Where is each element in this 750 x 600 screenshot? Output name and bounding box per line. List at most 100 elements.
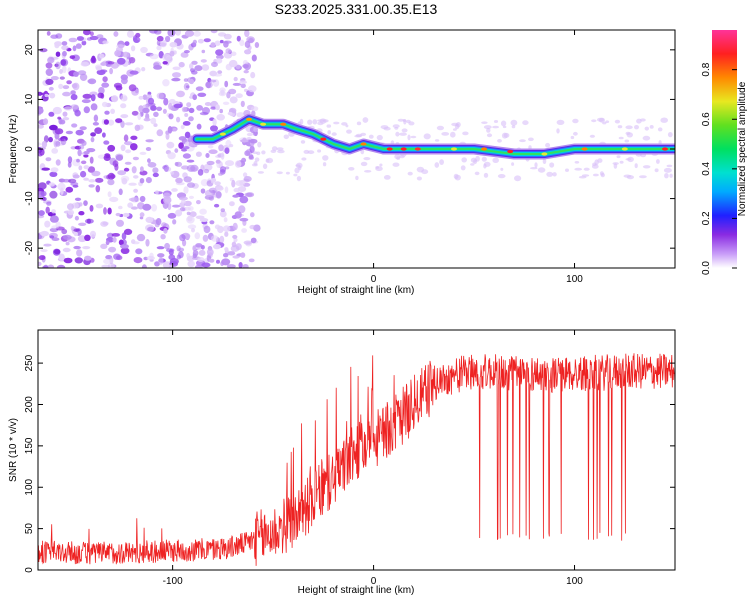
noise-speckle — [178, 136, 187, 141]
noise-speckle — [86, 218, 91, 224]
haze-speckle — [299, 118, 304, 125]
noise-speckle — [61, 45, 69, 51]
noise-speckle — [217, 225, 224, 234]
noise-speckle — [84, 255, 92, 261]
haze-speckle — [307, 150, 315, 155]
noise-speckle — [208, 149, 218, 154]
haze-speckle — [549, 162, 555, 168]
noise-speckle — [58, 253, 65, 261]
x-tick-label: 100 — [566, 576, 583, 587]
noise-speckle — [130, 197, 140, 203]
noise-speckle — [81, 99, 91, 104]
noise-speckle — [82, 93, 92, 99]
haze-speckle — [492, 125, 499, 129]
haze-speckle — [423, 133, 431, 140]
noise-speckle — [162, 61, 168, 65]
noise-speckle — [110, 108, 115, 115]
noise-speckle — [189, 211, 197, 218]
haze-speckle — [642, 135, 651, 141]
noise-speckle — [83, 150, 90, 155]
haze-speckle — [354, 134, 362, 138]
haze-speckle — [502, 125, 507, 129]
noise-speckle — [147, 162, 157, 168]
haze-speckle — [348, 167, 355, 171]
haze-speckle — [625, 125, 633, 130]
noise-speckle — [102, 76, 108, 83]
haze-speckle — [364, 170, 372, 173]
noise-speckle — [49, 92, 56, 99]
noise-speckle — [178, 142, 184, 150]
noise-speckle — [163, 97, 169, 106]
noise-speckle — [248, 85, 257, 93]
haze-speckle — [594, 159, 599, 166]
noise-speckle — [124, 161, 132, 165]
noise-speckle — [118, 188, 123, 196]
colorbar-tick-label: 0.4 — [701, 161, 712, 175]
ridge-hotspot — [386, 147, 393, 151]
noise-speckle — [160, 234, 166, 240]
noise-speckle — [77, 70, 87, 76]
noise-speckle — [150, 105, 157, 111]
noise-speckle — [176, 254, 182, 260]
noise-speckle — [213, 243, 221, 250]
noise-speckle — [75, 43, 82, 49]
haze-speckle — [528, 137, 534, 142]
noise-speckle — [202, 234, 209, 242]
noise-speckle — [208, 187, 218, 193]
noise-speckle — [232, 222, 238, 231]
haze-speckle — [667, 132, 673, 138]
noise-speckle — [201, 49, 206, 54]
noise-speckle — [186, 182, 196, 188]
noise-speckle — [145, 239, 150, 247]
haze-speckle — [360, 161, 368, 167]
noise-speckle — [149, 30, 158, 34]
snr-frame — [37, 329, 676, 571]
colorbar: 0.0 0.2 0.4 0.6 0.8 Normalized spectral ampl… — [701, 30, 748, 275]
noise-speckle — [224, 186, 229, 194]
noise-speckle — [145, 139, 154, 143]
noise-speckle — [187, 215, 193, 222]
noise-speckle — [152, 172, 159, 178]
haze-speckle — [341, 122, 348, 126]
haze-speckle — [614, 119, 621, 124]
noise-speckle — [43, 243, 52, 247]
haze-speckle — [649, 125, 654, 129]
noise-speckle — [178, 61, 185, 68]
noise-speckle — [71, 83, 78, 89]
noise-speckle — [40, 230, 49, 237]
haze-speckle — [416, 176, 422, 181]
noise-speckle — [211, 61, 218, 68]
noise-speckle — [236, 112, 245, 118]
y-tick-label: 50 — [24, 523, 35, 535]
haze-speckle — [483, 125, 492, 130]
noise-speckle — [90, 57, 97, 64]
haze-speckle — [257, 171, 264, 174]
noise-speckle — [222, 101, 230, 106]
haze-speckle — [421, 169, 429, 175]
noise-speckle — [90, 103, 98, 111]
noise-speckle — [167, 30, 176, 37]
noise-speckle — [145, 216, 154, 223]
noise-speckle — [178, 196, 188, 201]
haze-speckle — [574, 167, 583, 171]
noise-speckle — [95, 177, 104, 183]
noise-speckle — [235, 93, 243, 99]
colorbar-tick-label: 0.2 — [701, 211, 712, 225]
haze-speckle — [542, 158, 547, 164]
noise-speckle — [239, 39, 245, 47]
noise-speckle — [138, 95, 144, 100]
noise-speckle — [219, 235, 225, 243]
haze-speckle — [511, 125, 516, 129]
y-tick-label: 0 — [24, 567, 35, 573]
noise-speckle — [181, 106, 187, 113]
noise-speckle — [51, 209, 56, 214]
noise-speckle — [94, 127, 103, 134]
noise-speckle — [51, 148, 59, 154]
haze-speckle — [657, 127, 663, 132]
haze-speckle — [296, 175, 301, 182]
noise-speckle — [95, 203, 104, 209]
noise-speckle — [238, 205, 246, 214]
noise-speckle — [50, 34, 59, 39]
noise-speckle — [120, 114, 129, 119]
ridge-hotspot — [246, 117, 252, 121]
